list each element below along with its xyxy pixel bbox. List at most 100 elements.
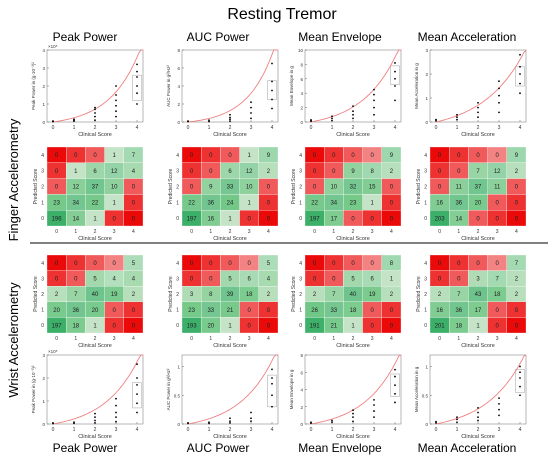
- heatmap-cell-value: 10: [330, 185, 337, 191]
- heatmap-cell-value: 0: [390, 185, 394, 191]
- heatmap-cell-value: 1: [113, 153, 117, 159]
- heatmap-cell-value: 0: [209, 277, 213, 283]
- y-tick-label: 2: [424, 185, 427, 191]
- heatmap-cell-value: 0: [313, 261, 317, 267]
- y-tick-label: 2: [41, 292, 44, 298]
- heatmap-cell-value: 37: [92, 185, 99, 191]
- heatmap-cell-value: 0: [457, 261, 461, 267]
- x-tick-label: 4: [132, 229, 135, 235]
- x-tick-label: 3: [371, 229, 374, 235]
- data-point: [94, 416, 96, 418]
- heatmap-cell-value: 11: [494, 185, 501, 191]
- heatmap-cell-value: 0: [496, 216, 500, 222]
- box-plot: [515, 369, 525, 393]
- heatmap-cell-value: 2: [55, 292, 59, 298]
- data-point: [331, 115, 333, 118]
- y-tick-label: 1: [425, 96, 428, 101]
- heatmap-cell-value: 0: [248, 216, 252, 222]
- y-tick-label: 0: [425, 422, 428, 427]
- heatmap-cell-value: 36: [72, 308, 79, 314]
- data-point: [115, 404, 117, 407]
- x-tick-label: 1: [73, 427, 76, 433]
- heatmap-cell-value: 0: [190, 185, 194, 191]
- heatmap-cell-value: 0: [515, 185, 519, 191]
- x-tick-label: 3: [115, 125, 118, 131]
- data-point: [352, 420, 354, 423]
- x-tick-label: 2: [94, 427, 97, 433]
- data-point: [394, 384, 396, 387]
- data-point: [477, 116, 479, 119]
- heatmap-cell-value: 0: [113, 308, 117, 314]
- fit-curve: [310, 354, 402, 425]
- y-axis-label: AUC Power in g²/Hz²: [166, 368, 171, 410]
- data-point: [271, 394, 273, 397]
- x-axis-label: Clinical Score: [461, 132, 495, 138]
- x-tick-label: 3: [496, 229, 499, 235]
- heatmap-cell-value: 0: [74, 261, 78, 267]
- data-point: [136, 411, 138, 414]
- x-axis-label: Clinical Score: [336, 236, 370, 242]
- x-axis-label: Clinical Score: [78, 132, 112, 138]
- column-title-mean-envelope-bottom: Mean Envelope: [298, 441, 382, 455]
- x-tick-label: 3: [373, 427, 376, 433]
- y-tick-label: 6: [300, 370, 303, 375]
- data-point: [519, 377, 521, 379]
- heatmap-cell-value: 9: [351, 169, 355, 175]
- data-point: [394, 62, 396, 64]
- heatmap-cell-value: 0: [332, 153, 336, 159]
- heatmap-cell-value: 0: [267, 308, 271, 314]
- heatmap-cell-value: 0: [515, 216, 519, 222]
- data-point: [271, 107, 273, 110]
- x-tick-label: 2: [94, 336, 97, 342]
- heatmap-cell-value: 10: [246, 185, 253, 191]
- heatmap-cell-value: 203: [435, 216, 446, 222]
- heatmap-cell: [258, 210, 279, 227]
- heatmap-cell-value: 0: [438, 185, 442, 191]
- column-title-mean-acceleration-top: Mean Acceleration: [418, 30, 517, 44]
- data-point: [229, 118, 231, 121]
- y-tick-label: 1: [424, 200, 427, 206]
- data-point: [373, 404, 375, 406]
- heatmap-cell-value: 5: [132, 261, 136, 267]
- data-point: [498, 402, 500, 405]
- x-tick-label: 3: [496, 336, 499, 342]
- data-point: [352, 412, 354, 415]
- x-tick-label: 3: [113, 229, 116, 235]
- heatmap-cell-value: 1: [93, 323, 97, 329]
- y-tick-label: 0: [299, 323, 302, 329]
- x-tick-label: 2: [477, 427, 480, 433]
- heatmap-cell-value: 2: [438, 292, 442, 298]
- heatmap-cell-value: 1: [228, 216, 232, 222]
- heatmap-cell-value: 0: [332, 277, 336, 283]
- heatmap-cell: [506, 317, 527, 334]
- y-tick-label: 1: [42, 102, 45, 107]
- x-tick-label: 2: [352, 229, 355, 235]
- x-tick-label: 0: [52, 427, 55, 433]
- data-point: [394, 99, 396, 102]
- y-axis-label: Peak Power in (g·10⁻³)²: [31, 62, 36, 110]
- y-tick-label: 0: [177, 422, 180, 427]
- data-point: [310, 118, 312, 121]
- heatmap-cell-value: 0: [55, 153, 59, 159]
- x-tick-label: 1: [74, 336, 77, 342]
- data-point: [352, 409, 354, 412]
- x-tick-label: 3: [250, 125, 253, 131]
- section-label-finger: Finger Accelerometry: [6, 118, 21, 241]
- heatmap-cell-value: 0: [190, 153, 194, 159]
- heatmap-cell-value: 0: [390, 201, 394, 207]
- heatmap-cell-value: 1: [371, 201, 375, 207]
- y-tick-label: 1: [424, 308, 427, 314]
- y-tick-label: 4: [300, 388, 303, 393]
- data-point: [73, 421, 75, 424]
- data-point: [115, 104, 117, 107]
- data-point: [456, 113, 458, 116]
- heatmap-cell-value: 0: [476, 261, 480, 267]
- x-tick-label: 3: [250, 427, 253, 433]
- x-tick-label: 4: [519, 125, 522, 131]
- y-tick-label: 0: [176, 323, 179, 329]
- y-tick-label: 1: [41, 308, 44, 314]
